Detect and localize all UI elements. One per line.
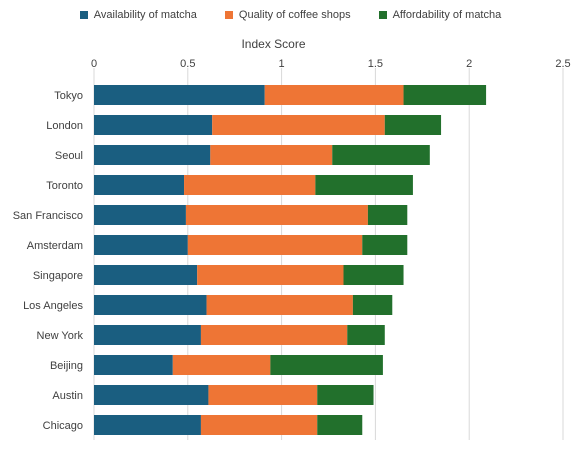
x-tick-label: 0.5 — [180, 58, 195, 70]
category-label: San Francisco — [13, 210, 83, 222]
category-label: Tokyo — [54, 90, 83, 102]
bar-segment[interactable] — [317, 415, 363, 435]
bar-segment[interactable] — [94, 265, 198, 285]
bar-segment[interactable] — [94, 325, 201, 345]
legend-item-affordability[interactable]: Affordability of matcha — [378, 9, 502, 21]
category-label: Singapore — [33, 270, 83, 282]
bar-segment[interactable] — [317, 385, 374, 405]
x-tick-label: 2 — [466, 58, 472, 70]
bar-segment[interactable] — [94, 385, 209, 405]
bar-segment[interactable] — [212, 115, 385, 135]
bar-segment[interactable] — [197, 265, 344, 285]
category-label: London — [46, 120, 83, 132]
bar-segment[interactable] — [185, 205, 368, 225]
legend-swatch-quality — [224, 11, 233, 19]
x-axis-title: Index Score — [241, 37, 305, 51]
bar-segment[interactable] — [94, 175, 185, 195]
bar-segment[interactable] — [94, 415, 201, 435]
bar-segment[interactable] — [315, 175, 413, 195]
x-tick-label: 0 — [91, 58, 97, 70]
bar-segment[interactable] — [264, 85, 404, 105]
bars — [94, 85, 487, 435]
bar-segment[interactable] — [403, 85, 487, 105]
bar-segment[interactable] — [94, 295, 207, 315]
category-label: Los Angeles — [23, 300, 83, 312]
bar-segment[interactable] — [184, 175, 316, 195]
category-label: Austin — [52, 390, 83, 402]
bar-segment[interactable] — [200, 325, 348, 345]
bar-segment[interactable] — [94, 115, 213, 135]
bar-segment[interactable] — [94, 235, 188, 255]
bar-segment[interactable] — [94, 355, 173, 375]
bar-segment[interactable] — [367, 205, 408, 225]
bar-segment[interactable] — [343, 265, 404, 285]
bar-segment[interactable] — [172, 355, 271, 375]
legend-item-availability[interactable]: Availability of matcha — [79, 9, 197, 21]
bar-segment[interactable] — [384, 115, 442, 135]
bar-segment[interactable] — [362, 235, 408, 255]
bar-segment[interactable] — [94, 145, 211, 165]
category-label: Beijing — [50, 360, 83, 372]
x-axis-ticks: 0 0.5 1 1.5 2 2.5 — [91, 58, 571, 70]
bar-segment[interactable] — [200, 415, 318, 435]
category-label: Toronto — [46, 180, 83, 192]
category-label: New York — [37, 330, 84, 342]
x-tick-label: 1 — [279, 58, 285, 70]
legend-label-availability: Availability of matcha — [93, 9, 197, 21]
legend-swatch-availability — [79, 11, 88, 19]
bar-segment[interactable] — [208, 385, 318, 405]
legend: Availability of matcha Quality of coffee… — [0, 9, 581, 21]
category-labels: Tokyo London Seoul Toronto San Francisco Amst… — [13, 90, 84, 432]
legend-label-affordability: Affordability of matcha — [392, 9, 502, 21]
bar-segment[interactable] — [332, 145, 430, 165]
x-tick-label: 1.5 — [368, 58, 383, 70]
bar-segment[interactable] — [210, 145, 333, 165]
category-label: Chicago — [43, 420, 83, 432]
x-tick-label: 2.5 — [555, 58, 570, 70]
legend-swatch-affordability — [378, 11, 387, 19]
bar-segment[interactable] — [206, 295, 353, 315]
category-label: Seoul — [55, 150, 83, 162]
bar-segment[interactable] — [187, 235, 363, 255]
category-label: Amsterdam — [27, 240, 83, 252]
bar-segment[interactable] — [352, 295, 393, 315]
legend-label-quality: Quality of coffee shops — [238, 9, 351, 21]
legend-item-quality[interactable]: Quality of coffee shops — [224, 9, 351, 21]
bar-segment[interactable] — [347, 325, 385, 345]
bar-segment[interactable] — [94, 85, 265, 105]
bar-segment[interactable] — [270, 355, 383, 375]
bar-segment[interactable] — [94, 205, 186, 225]
